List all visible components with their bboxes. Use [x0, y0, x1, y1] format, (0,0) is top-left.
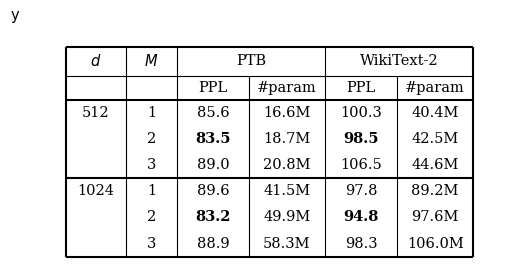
Text: 2: 2: [147, 211, 156, 224]
Text: y: y: [11, 8, 19, 23]
Text: 89.2M: 89.2M: [411, 184, 459, 198]
Text: PPL: PPL: [347, 81, 376, 95]
Text: 83.5: 83.5: [195, 132, 230, 146]
Text: 41.5M: 41.5M: [264, 184, 310, 198]
Text: 106.5: 106.5: [340, 158, 382, 172]
Text: 94.8: 94.8: [343, 211, 379, 224]
Text: $d$: $d$: [90, 53, 102, 69]
Text: 85.6: 85.6: [197, 106, 229, 120]
Text: 42.5M: 42.5M: [411, 132, 459, 146]
Text: 89.0: 89.0: [197, 158, 229, 172]
Text: $M$: $M$: [144, 53, 158, 69]
Text: 1: 1: [147, 184, 156, 198]
Text: 88.9: 88.9: [197, 237, 229, 251]
Text: 40.4M: 40.4M: [411, 106, 459, 120]
Text: 20.8M: 20.8M: [263, 158, 311, 172]
Text: 97.8: 97.8: [345, 184, 377, 198]
Text: 512: 512: [82, 106, 110, 120]
Text: #param: #param: [406, 81, 465, 95]
Text: 3: 3: [147, 237, 156, 251]
Text: 89.6: 89.6: [197, 184, 229, 198]
Text: 106.0M: 106.0M: [407, 237, 463, 251]
Text: 83.2: 83.2: [195, 211, 230, 224]
Text: 58.3M: 58.3M: [263, 237, 311, 251]
Text: 1: 1: [147, 106, 156, 120]
Text: 44.6M: 44.6M: [411, 158, 459, 172]
Text: 98.3: 98.3: [345, 237, 377, 251]
Text: PPL: PPL: [198, 81, 227, 95]
Text: WikiText-2: WikiText-2: [360, 54, 439, 69]
Text: PTB: PTB: [236, 54, 266, 69]
Text: 98.5: 98.5: [343, 132, 379, 146]
Text: 100.3: 100.3: [340, 106, 382, 120]
Text: 1024: 1024: [77, 184, 114, 198]
Text: 16.6M: 16.6M: [263, 106, 311, 120]
Text: 97.6M: 97.6M: [411, 211, 459, 224]
Text: 3: 3: [147, 158, 156, 172]
Text: 49.9M: 49.9M: [264, 211, 310, 224]
Text: 18.7M: 18.7M: [264, 132, 310, 146]
Text: 2: 2: [147, 132, 156, 146]
Text: #param: #param: [257, 81, 317, 95]
